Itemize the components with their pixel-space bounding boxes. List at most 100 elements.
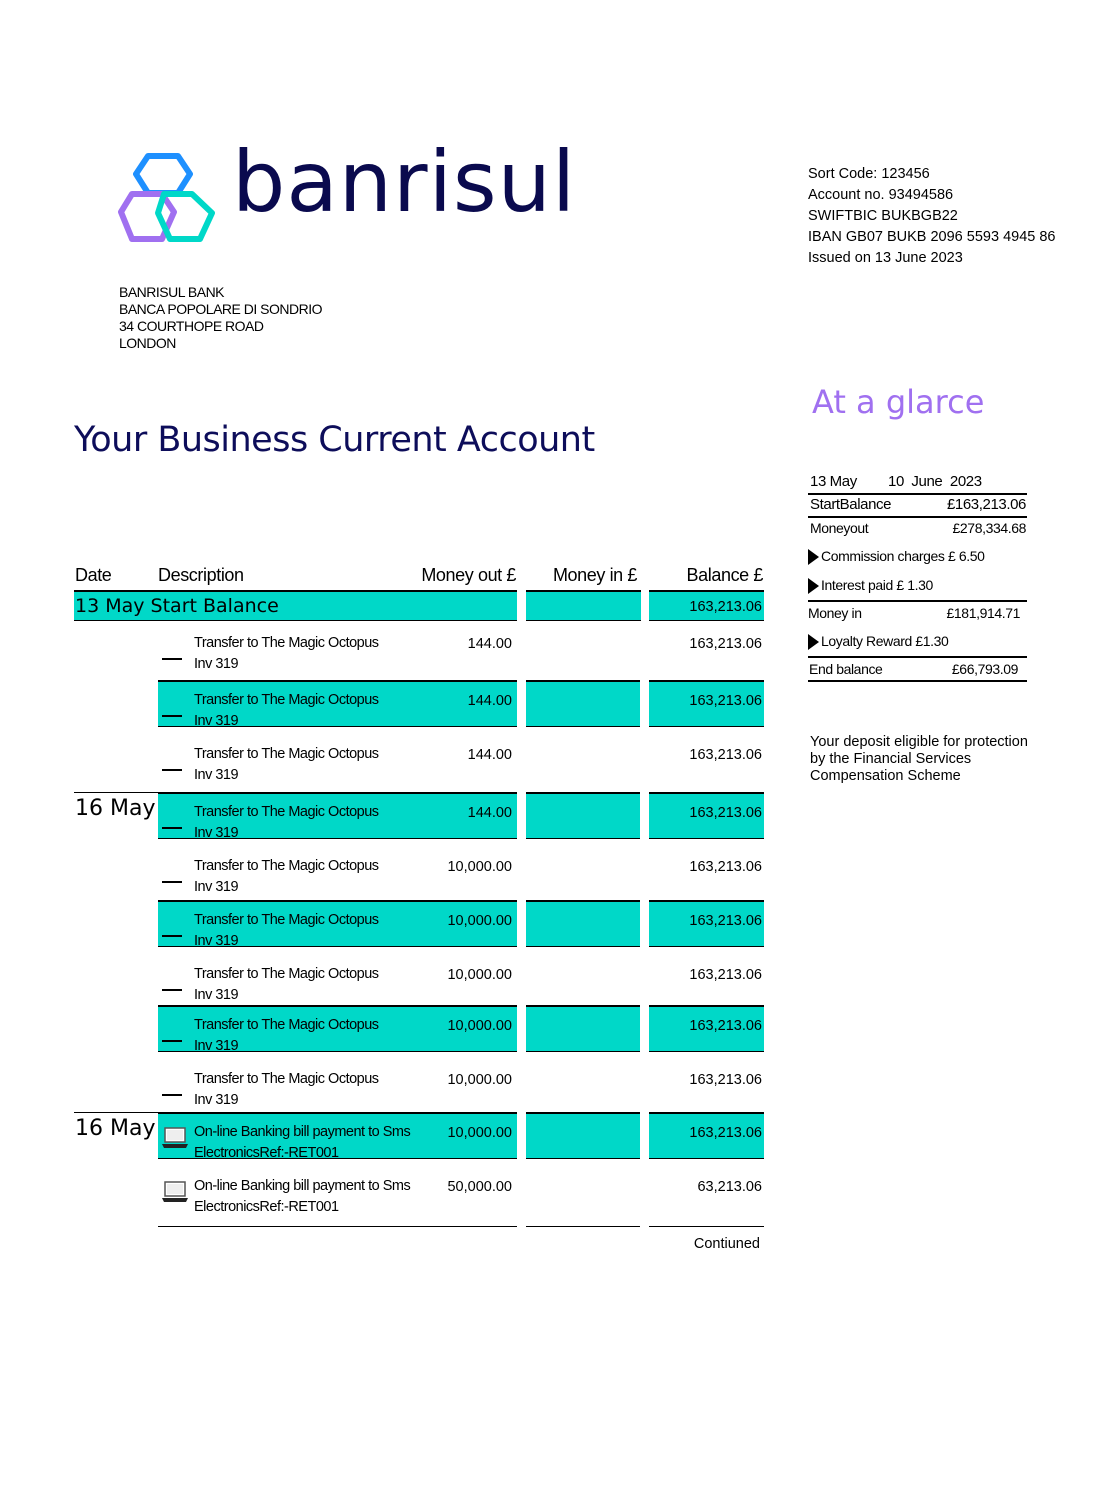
header-description: Description (158, 565, 244, 585)
table-bottom-line (158, 1226, 517, 1227)
balance-value: 163,213.06 (689, 1072, 762, 1088)
balance-value: 163,213.06 (689, 747, 762, 763)
money-out-value: £278,334.68 (952, 520, 1027, 536)
transaction-description: Transfer to The Magic Octopus Inv 319 (194, 858, 379, 895)
date-divider (74, 1112, 158, 1113)
transaction-description: On-line Banking bill payment to Sms Elect… (194, 1124, 411, 1161)
triangle-bullet-icon (808, 549, 819, 566)
bank-address: BANRISUL BANK BANCA POPOLARE DI SONDRIO … (119, 284, 323, 352)
logo-hexagons-icon (118, 153, 215, 242)
balance-value: 163,213.06 (689, 967, 762, 983)
transaction-description: Transfer to The Magic Octopus Inv 319 (194, 966, 379, 1003)
money-out-value: 10,000.00 (447, 1125, 512, 1141)
money-in-cell (526, 680, 640, 727)
balance-value: 63,213.06 (697, 1179, 762, 1195)
end-balance-value: £66,793.09 (951, 661, 1018, 677)
period-end: 10 June 2023 (888, 473, 982, 490)
row-highlight (158, 1005, 517, 1052)
money-out-value: 10,000.00 (447, 1018, 512, 1034)
money-out-value: 144.00 (467, 747, 512, 763)
header-date: Date (75, 565, 112, 585)
swift-bic: SWIFTBIC BUKBGB22 (808, 208, 958, 224)
header-money-in: Money in £ (552, 565, 637, 585)
glance-title: At a glarce (812, 383, 985, 421)
money-in-cell (526, 900, 640, 947)
start-balance-row: 13 May Start Balance (74, 590, 517, 621)
money-out-label: Moneyout (810, 520, 869, 536)
header-balance: Balance £ (686, 565, 764, 585)
dash-icon (162, 769, 182, 771)
row-highlight (158, 680, 517, 727)
transaction-description: Transfer to The Magic Octopus Inv 319 (194, 746, 379, 783)
dash-icon (162, 658, 182, 660)
start-balance-balance-cell: 163,213.06 (649, 590, 764, 621)
money-out-value: 10,000.00 (447, 913, 512, 929)
money-in-cell (526, 1005, 640, 1052)
balance-value: 163,213.06 (689, 693, 762, 709)
dash-icon (162, 827, 182, 829)
dash-icon (162, 989, 182, 991)
dash-icon (162, 935, 182, 937)
start-balance-label: StartBalance (810, 496, 892, 513)
sort-code: Sort Code: 123456 (808, 166, 930, 182)
money-in-cell (526, 792, 640, 839)
transaction-description: Transfer to The Magic Octopus Inv 319 (194, 1071, 379, 1108)
page-title: Your Business Current Account (74, 420, 595, 460)
address-line: BANCA POPOLARE DI SONDRIO (119, 301, 323, 317)
money-out-value: 144.00 (467, 805, 512, 821)
balance-cell (649, 792, 764, 839)
date-divider (74, 792, 158, 793)
brand-logo-text: banrisul (232, 133, 577, 231)
balance-value: 163,213.06 (689, 805, 762, 821)
interest-paid: Interest paid £ 1.30 (808, 577, 933, 595)
transaction-description: Transfer to The Magic Octopus Inv 319 (194, 692, 379, 729)
transaction-description: On-line Banking bill payment to Sms Elect… (194, 1178, 411, 1215)
balance-value: 163,213.06 (689, 636, 762, 652)
row-highlight (158, 900, 517, 947)
issue-date: Issued on 13 June 2023 (808, 250, 963, 266)
balance-value: 163,213.06 (689, 1125, 762, 1141)
money-out-value: 144.00 (467, 636, 512, 652)
start-balance-money-in-cell (526, 590, 641, 621)
money-out-value: 50,000.00 (447, 1179, 512, 1195)
address-line: 34 COURTHOPE ROAD (119, 318, 264, 334)
money-in-label: Money in (808, 605, 862, 621)
money-in-cell (526, 1112, 640, 1159)
row-highlight (158, 1112, 517, 1159)
continued-label: Contiuned (693, 1236, 760, 1252)
dash-icon (162, 1040, 182, 1042)
period-start: 13 May (810, 473, 857, 490)
account-number: Account no. 93494586 (808, 187, 954, 203)
start-balance-label: 13 May Start Balance (75, 595, 279, 617)
header-money-out: Money out £ (421, 565, 516, 585)
money-in-value: £181,914.71 (946, 605, 1021, 621)
laptop-icon (161, 1180, 189, 1209)
dash-icon (162, 1094, 182, 1096)
balance-cell (649, 1005, 764, 1052)
row-highlight (158, 792, 517, 839)
money-out-value: 144.00 (467, 693, 512, 709)
balance-value: 163,213.06 (689, 1018, 762, 1034)
address-line: BANRISUL BANK (119, 284, 225, 300)
laptop-icon (161, 1126, 189, 1155)
start-balance-value: 163,213.06 (689, 599, 762, 615)
transaction-description: Transfer to The Magic Octopus Inv 319 (194, 1017, 379, 1054)
transaction-description: Transfer to The Magic Octopus Inv 319 (194, 912, 379, 949)
account-info: Sort Code: 123456 Account no. 93494586 S… (808, 164, 1055, 269)
end-balance-label: End balance (809, 661, 883, 677)
start-balance-value: £163,213.06 (946, 496, 1026, 513)
address-line: LONDON (119, 335, 176, 351)
balance-value: 163,213.06 (689, 859, 762, 875)
iban: IBAN GB07 BUKB 2096 5593 4945 86 (808, 229, 1056, 245)
transaction-description: Transfer to The Magic Octopus Inv 319 (194, 635, 379, 672)
balance-value: 163,213.06 (689, 913, 762, 929)
row-date: 16 May (75, 1116, 156, 1141)
triangle-bullet-icon (808, 578, 819, 595)
table-bottom-line (649, 1226, 764, 1227)
transaction-description: Transfer to The Magic Octopus Inv 319 (194, 804, 379, 841)
table-bottom-line (526, 1226, 640, 1227)
row-date: 16 May (75, 796, 156, 821)
triangle-bullet-icon (808, 634, 819, 651)
balance-cell (649, 1112, 764, 1159)
